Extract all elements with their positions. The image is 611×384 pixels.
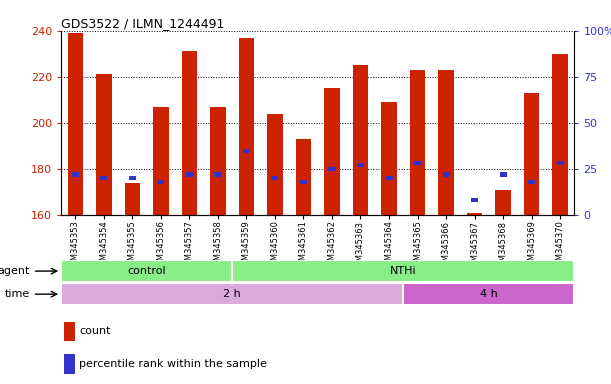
Bar [68, 33, 83, 215]
Text: count: count [79, 326, 111, 336]
Bar [409, 70, 425, 215]
Bar [214, 172, 221, 177]
Bar [158, 180, 164, 184]
Bar [153, 107, 169, 215]
Bar [471, 198, 478, 202]
Text: time: time [4, 289, 30, 299]
Bar [324, 88, 340, 215]
Bar [438, 70, 454, 215]
Bar [528, 180, 535, 184]
Bar [232, 260, 574, 282]
Text: agent: agent [0, 266, 30, 276]
Bar [500, 172, 507, 177]
Bar [329, 167, 335, 171]
Text: NTHi: NTHi [390, 266, 417, 276]
Bar [357, 163, 364, 167]
Bar [64, 322, 75, 341]
Bar [125, 183, 141, 215]
Text: 4 h: 4 h [480, 289, 498, 299]
Bar [386, 176, 392, 180]
Bar [353, 65, 368, 215]
Text: GDS3522 / ILMN_1244491: GDS3522 / ILMN_1244491 [61, 17, 224, 30]
Bar [181, 51, 197, 215]
Bar [64, 354, 75, 374]
Bar [414, 161, 421, 166]
Bar [403, 283, 574, 305]
Text: percentile rank within the sample: percentile rank within the sample [79, 359, 267, 369]
Bar [300, 180, 307, 184]
Bar [271, 176, 279, 180]
Bar [495, 190, 511, 215]
Bar [186, 172, 193, 177]
Bar [381, 102, 397, 215]
Bar [61, 260, 232, 282]
Bar [296, 139, 311, 215]
Bar [61, 283, 403, 305]
Bar [96, 74, 112, 215]
Bar [552, 54, 568, 215]
Bar [210, 107, 226, 215]
Text: control: control [127, 266, 166, 276]
Bar [129, 176, 136, 180]
Bar [72, 172, 79, 177]
Bar [442, 172, 450, 177]
Bar [467, 213, 482, 215]
Bar [100, 176, 108, 180]
Bar [243, 149, 250, 152]
Bar [557, 161, 563, 166]
Bar [267, 114, 283, 215]
Text: 2 h: 2 h [223, 289, 241, 299]
Bar [524, 93, 540, 215]
Bar [238, 38, 254, 215]
